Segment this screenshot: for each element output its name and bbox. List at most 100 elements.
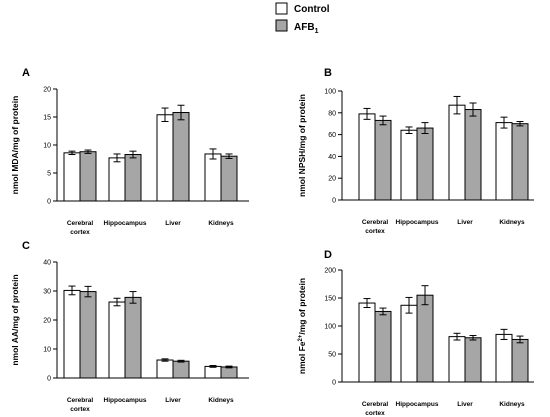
- x-tick-label-line: cortex: [70, 406, 90, 413]
- panel-label: D: [324, 249, 332, 261]
- bar-afb1: [374, 119, 392, 201]
- bar-control: [156, 359, 174, 379]
- x-tick-label-line: Hippocampus: [104, 397, 147, 404]
- bar-control: [400, 129, 418, 201]
- bar-afb1: [511, 123, 529, 201]
- x-tick-label: Hippocampus: [104, 397, 147, 404]
- x-tick-label-line: Kidneys: [499, 219, 525, 226]
- y-tick-label: 150: [324, 296, 336, 303]
- legend-label-afb1-main: AFB: [294, 22, 315, 33]
- bar-afb1: [374, 310, 392, 383]
- y-axis-label: nmol NPSH/mg of protein: [297, 94, 307, 197]
- y-axis-label-superscript: 2+: [298, 334, 304, 341]
- bar-afb1: [220, 366, 238, 379]
- x-tick-label: Hippocampus: [396, 219, 439, 226]
- legend-swatch-control: [275, 2, 288, 15]
- x-tick-label-line: Hippocampus: [396, 219, 439, 226]
- y-tick-label: 10: [43, 347, 51, 354]
- bar-control: [108, 301, 126, 379]
- bar-afb1: [416, 127, 434, 201]
- x-tick-label-line: Kidneys: [499, 401, 525, 408]
- x-tick-label: Cerebral cortex: [67, 220, 94, 236]
- bar-control: [448, 336, 466, 383]
- x-tick-label-line: Kidneys: [208, 220, 234, 227]
- x-tick-label-line: Cerebral: [67, 397, 94, 404]
- y-tick-label: 15: [43, 115, 51, 122]
- x-tick-label: Kidneys: [499, 401, 525, 408]
- bar-control: [63, 152, 81, 202]
- x-tick-label: Liver: [457, 219, 473, 226]
- x-tick-label: Cerebral cortex: [362, 401, 389, 417]
- y-tick-label: 200: [324, 268, 336, 275]
- y-tick-label: 0: [47, 376, 51, 383]
- x-tick-label-line: Cerebral: [362, 219, 389, 226]
- y-tick-label: 50: [328, 352, 336, 359]
- x-tick-label-line: cortex: [365, 228, 385, 235]
- bar-afb1: [172, 112, 190, 202]
- bar-afb1: [79, 151, 97, 202]
- y-axis-label: nmol Fe2+/mg of protein: [297, 278, 307, 374]
- x-tick-label-line: cortex: [70, 229, 90, 236]
- legend-label-afb1-sub: 1: [315, 28, 319, 35]
- bar-afb1: [79, 291, 97, 379]
- y-tick-label: 0: [332, 198, 336, 205]
- y-tick-label: 100: [324, 89, 336, 96]
- bar-control: [495, 333, 513, 383]
- legend-swatch-afb1: [275, 19, 288, 32]
- legend-label-afb1: AFB1: [294, 22, 319, 35]
- x-tick-label: Hippocampus: [104, 220, 147, 227]
- y-tick-label: 5: [47, 171, 51, 178]
- bar-afb1: [511, 338, 529, 383]
- bar-control: [358, 302, 376, 383]
- x-tick-label: Cerebral cortex: [67, 397, 94, 413]
- y-tick-label: 20: [43, 318, 51, 325]
- y-tick-label: 100: [324, 324, 336, 331]
- x-tick-label: Liver: [165, 220, 181, 227]
- bar-afb1: [416, 294, 434, 383]
- bar-control: [63, 289, 81, 379]
- bar-control: [358, 113, 376, 201]
- panel-label: B: [324, 67, 332, 79]
- bar-afb1: [124, 154, 142, 202]
- x-tick-label: Hippocampus: [396, 401, 439, 408]
- x-tick-label-line: Cerebral: [67, 220, 94, 227]
- x-tick-label: Liver: [457, 401, 473, 408]
- x-tick-label-line: Liver: [457, 401, 473, 408]
- y-tick-label: 0: [332, 380, 336, 387]
- y-tick-label: 20: [43, 87, 51, 94]
- x-tick-label-line: cortex: [365, 410, 385, 417]
- panel-label: C: [22, 240, 30, 252]
- x-tick-label: Kidneys: [499, 219, 525, 226]
- legend: Control AFB1: [275, 2, 330, 35]
- y-tick-label: 20: [328, 176, 336, 183]
- bar-control: [204, 153, 222, 202]
- y-tick-label: 10: [43, 143, 51, 150]
- x-tick-label-line: Cerebral: [362, 401, 389, 408]
- x-tick-label-line: Liver: [457, 219, 473, 226]
- y-tick-label: 40: [328, 154, 336, 161]
- bar-afb1: [464, 337, 482, 383]
- y-axis-label: nmol AA/mg of protein: [10, 274, 20, 365]
- bar-control: [400, 304, 418, 383]
- y-tick-label: 80: [328, 110, 336, 117]
- bar-afb1: [464, 109, 482, 201]
- x-tick-label: Cerebral cortex: [362, 219, 389, 235]
- y-axis-label-part: /mg of protein: [297, 278, 307, 335]
- y-tick-label: 60: [328, 132, 336, 139]
- x-tick-label-line: Liver: [165, 397, 181, 404]
- x-tick-label: Kidneys: [208, 220, 234, 227]
- bar-control: [204, 365, 222, 379]
- bar-afb1: [220, 155, 238, 202]
- bar-afb1: [172, 360, 190, 379]
- y-axis-label-part: nmol Fe: [297, 341, 307, 374]
- x-tick-label-line: Hippocampus: [396, 401, 439, 408]
- y-tick-label: 30: [43, 289, 51, 296]
- bar-afb1: [124, 296, 142, 379]
- legend-label-control: Control: [294, 4, 330, 15]
- x-tick-label: Liver: [165, 397, 181, 404]
- bar-control: [156, 114, 174, 202]
